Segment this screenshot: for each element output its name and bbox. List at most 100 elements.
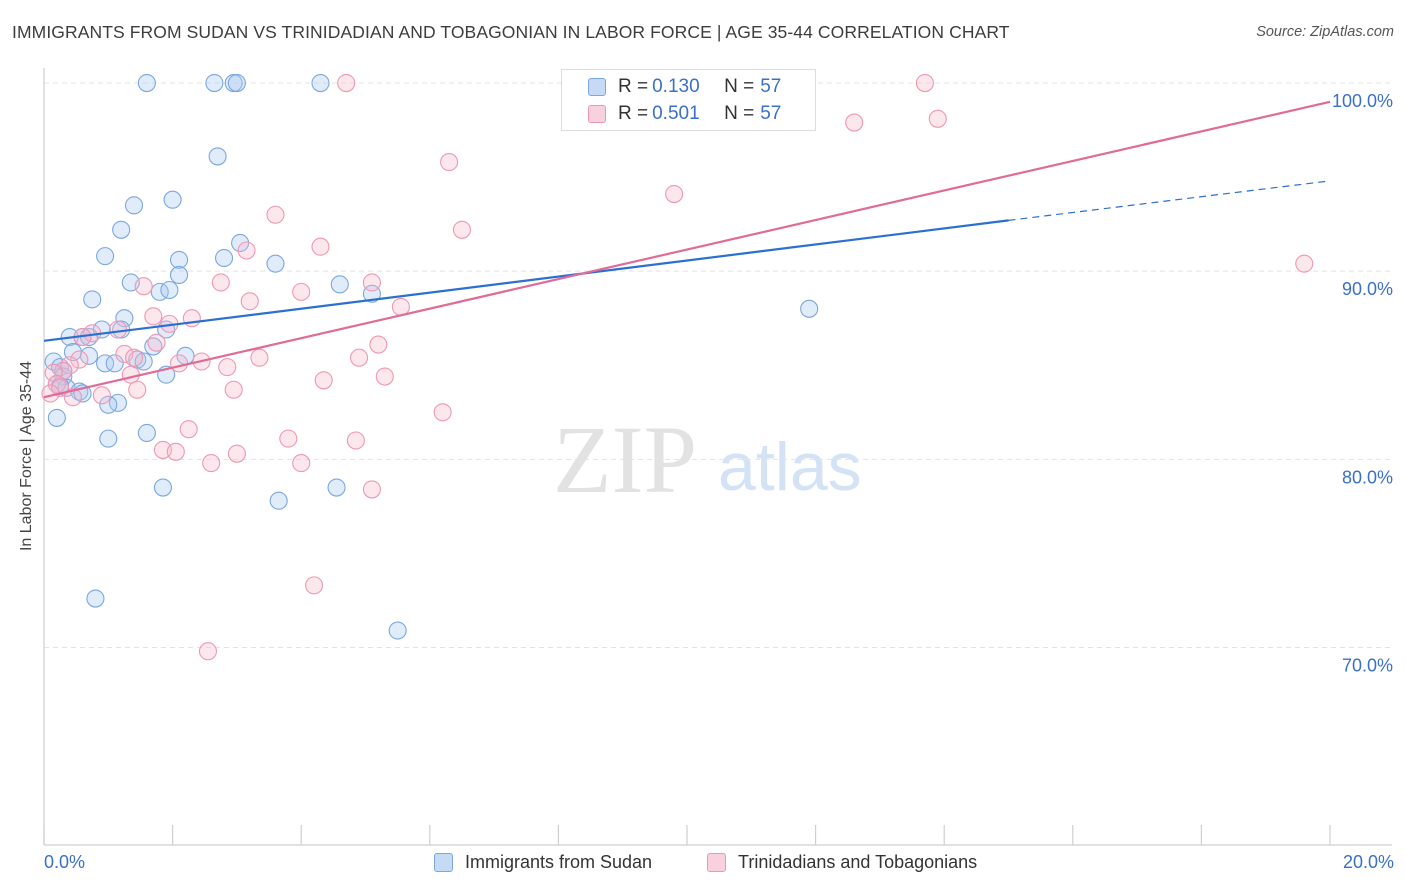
data-point-trinidad	[915, 74, 934, 93]
legend-item-sudan: Immigrants from Sudan	[434, 852, 652, 873]
chart-title: IMMIGRANTS FROM SUDAN VS TRINIDADIAN AND…	[12, 22, 1010, 42]
data-point-trinidad	[179, 420, 198, 439]
data-point-trinidad	[108, 320, 127, 339]
data-point-trinidad	[128, 380, 147, 399]
data-point-sudan	[169, 265, 189, 284]
data-point-sudan	[205, 74, 224, 93]
grid	[44, 82, 1392, 648]
data-point-trinidad	[115, 344, 134, 364]
watermark-atlas: atlas	[718, 429, 862, 505]
data-point-sudan	[388, 621, 407, 640]
data-point-sudan	[169, 250, 189, 269]
y-tick-label: 70.0%	[1342, 655, 1393, 675]
legend-label-sudan: Immigrants from Sudan	[465, 852, 653, 872]
data-point-sudan	[231, 233, 250, 253]
data-point-sudan	[99, 429, 118, 448]
data-point-trinidad	[144, 307, 163, 326]
data-point-trinidad	[305, 576, 324, 595]
data-point-trinidad	[121, 365, 140, 384]
data-point-sudan	[800, 299, 819, 318]
data-point-trinidad	[211, 273, 230, 292]
y-axis-label: In Labor Force | Age 35-44	[18, 360, 35, 552]
data-point-sudan	[266, 254, 285, 273]
legend-r-label: R =	[618, 76, 649, 97]
data-point-sudan	[96, 247, 115, 266]
data-point-trinidad	[250, 348, 269, 367]
data-point-sudan	[105, 354, 124, 373]
axes	[43, 68, 1392, 846]
legend-swatch-sudan	[434, 853, 453, 872]
source-label: Source: ZipAtlas.com	[1256, 24, 1394, 40]
data-point-sudan	[96, 354, 115, 373]
data-point-trinidad	[279, 429, 298, 448]
x-tick-label-max: 20.0%	[1342, 852, 1394, 872]
trend-line-sudan	[43, 219, 1009, 342]
data-point-sudan	[83, 290, 102, 309]
data-point-sudan	[330, 275, 349, 294]
data-point-sudan	[214, 248, 234, 268]
data-point-trinidad	[369, 335, 388, 354]
data-point-trinidad	[346, 431, 365, 450]
data-point-trinidad	[134, 277, 153, 296]
data-point-sudan	[137, 74, 156, 93]
legend-label-trinidad: Trinidadians and Tobagonians	[738, 852, 978, 872]
data-point-sudan	[269, 491, 288, 510]
data-point-trinidad	[227, 444, 246, 463]
data-point-sudan	[99, 395, 118, 414]
data-point-trinidad	[240, 292, 259, 311]
legend-swatch-trinidad	[707, 853, 726, 872]
legend-row-trinidad: R = 0.501 N = 57	[588, 102, 832, 126]
data-point-trinidad	[70, 350, 89, 369]
data-point-sudan	[311, 74, 330, 93]
data-point-trinidad	[845, 113, 864, 132]
data-point-sudan	[54, 367, 73, 386]
data-point-trinidad	[202, 454, 221, 473]
trend-lines	[43, 100, 1331, 399]
data-point-trinidad	[440, 153, 459, 172]
data-point-trinidad	[292, 454, 311, 473]
data-point-trinidad	[314, 371, 333, 390]
data-point-sudan	[327, 478, 346, 497]
y-tick-label: 90.0%	[1342, 279, 1393, 299]
watermark: ZIP atlas	[553, 406, 862, 513]
data-point-sudan	[153, 478, 173, 497]
data-point-sudan	[137, 423, 156, 443]
legend-n-value: 57	[760, 76, 782, 97]
legend-r-label: R =	[618, 103, 649, 124]
legend-n-label: N =	[724, 76, 755, 97]
data-point-sudan	[227, 74, 246, 93]
data-point-sudan	[160, 280, 179, 300]
legend-n-value: 57	[760, 103, 782, 124]
legend-swatch-trinidad	[588, 105, 606, 123]
data-point-trinidad	[292, 282, 311, 301]
data-point-sudan	[208, 147, 227, 166]
data-point-trinidad	[147, 333, 166, 352]
series-legend: Immigrants from Sudan Trinidadians and T…	[0, 852, 1406, 878]
legend-swatch-sudan	[588, 78, 606, 96]
legend-item-trinidad: Trinidadians and Tobagonians	[707, 852, 977, 873]
data-point-trinidad	[665, 185, 684, 204]
data-point-trinidad	[362, 273, 381, 292]
trend-line-sudan-extension	[1008, 180, 1331, 221]
data-point-trinidad	[375, 367, 394, 386]
legend-n-label: N =	[724, 103, 755, 124]
legend-row-sudan: R = 0.130 N = 57	[588, 75, 832, 99]
data-point-trinidad	[452, 220, 472, 239]
data-point-trinidad	[44, 363, 63, 382]
y-tick-label: 80.0%	[1342, 467, 1393, 487]
data-point-trinidad	[169, 354, 189, 373]
data-point-sudan	[163, 190, 182, 209]
legend-r-value: 0.501	[652, 103, 700, 124]
y-tick-label: 100.0%	[1332, 91, 1393, 111]
data-point-trinidad	[928, 109, 947, 128]
data-point-sudan	[134, 352, 153, 371]
data-point-trinidad	[350, 348, 369, 367]
data-points	[41, 74, 1314, 661]
data-point-trinidad	[224, 380, 243, 399]
correlation-legend: R = 0.130 N = 57 R = 0.501 N = 57	[561, 69, 816, 131]
data-point-sudan	[47, 408, 66, 427]
data-point-trinidad	[124, 348, 144, 367]
data-point-trinidad	[362, 480, 381, 499]
data-point-trinidad	[218, 358, 237, 377]
